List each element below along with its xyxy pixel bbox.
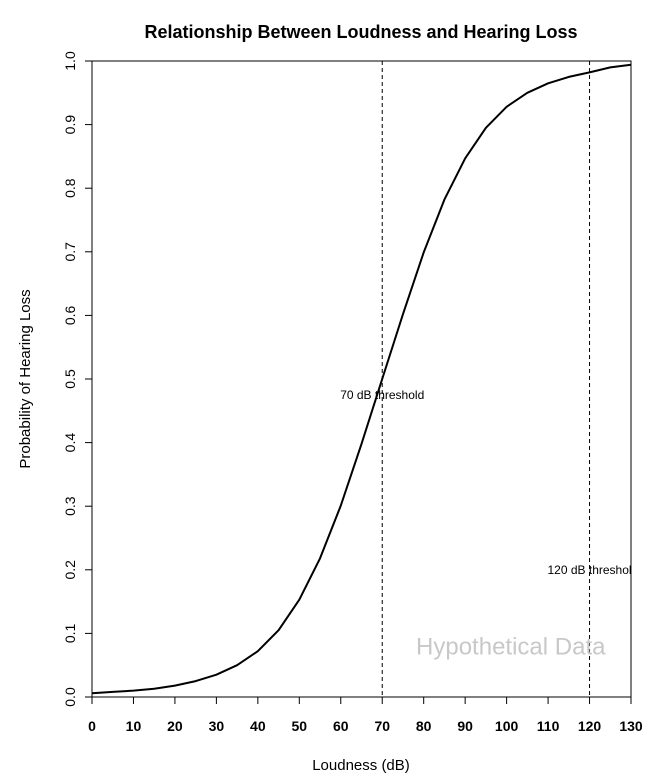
y-tick-label: 0.3 xyxy=(62,496,78,516)
series-group xyxy=(91,63,632,695)
x-tick-label: 10 xyxy=(126,718,142,734)
y-tick-label: 0.8 xyxy=(62,178,78,198)
threshold-label: 120 dB threshol xyxy=(548,563,632,577)
x-tick-label: 0 xyxy=(88,718,96,734)
x-tick-label: 50 xyxy=(292,718,308,734)
y-tick-label: 0.4 xyxy=(62,433,78,453)
x-tick-label: 100 xyxy=(495,718,519,734)
x-tick-label: 60 xyxy=(333,718,349,734)
y-tick-label: 0.5 xyxy=(62,369,78,389)
x-tick-label: 120 xyxy=(578,718,602,734)
y-tick-label: 1.0 xyxy=(62,51,78,71)
reference-lines: 70 dB threshold 120 dB threshol xyxy=(340,61,632,697)
chart-title: Relationship Between Loudness and Hearin… xyxy=(144,22,577,42)
y-tick-label: 0.2 xyxy=(62,560,78,580)
watermark: Hypothetical Data xyxy=(416,634,606,661)
x-tick-label: 40 xyxy=(250,718,266,734)
x-tick-label: 110 xyxy=(537,718,560,734)
threshold-label: 70 dB threshold xyxy=(340,388,424,402)
y-tick-label: 0.7 xyxy=(62,242,78,262)
x-tick-label: 130 xyxy=(619,718,643,734)
x-tick-label: 80 xyxy=(416,718,432,734)
y-tick-label: 0.0 xyxy=(62,687,78,707)
x-axis: 0 10 20 30 40 50 60 70 80 90 100 110 120 130 xyxy=(88,697,643,734)
y-tick-label: 0.6 xyxy=(62,305,78,325)
y-axis-label: Probability of Hearing Loss xyxy=(17,289,34,468)
x-tick-label: 70 xyxy=(374,718,390,734)
series-line xyxy=(91,63,632,695)
y-axis: 0.0 0.1 0.2 0.3 0.4 0.5 0.6 0.7 0.8 0.9 1.0 xyxy=(62,51,92,707)
x-tick-label: 20 xyxy=(167,718,183,734)
x-axis-label: Loudness (dB) xyxy=(312,757,410,774)
y-tick-label: 0.1 xyxy=(62,623,78,643)
plot-frame xyxy=(91,60,632,698)
y-tick-label: 0.9 xyxy=(62,115,78,135)
x-tick-label: 90 xyxy=(457,718,473,734)
x-tick-label: 30 xyxy=(209,718,225,734)
